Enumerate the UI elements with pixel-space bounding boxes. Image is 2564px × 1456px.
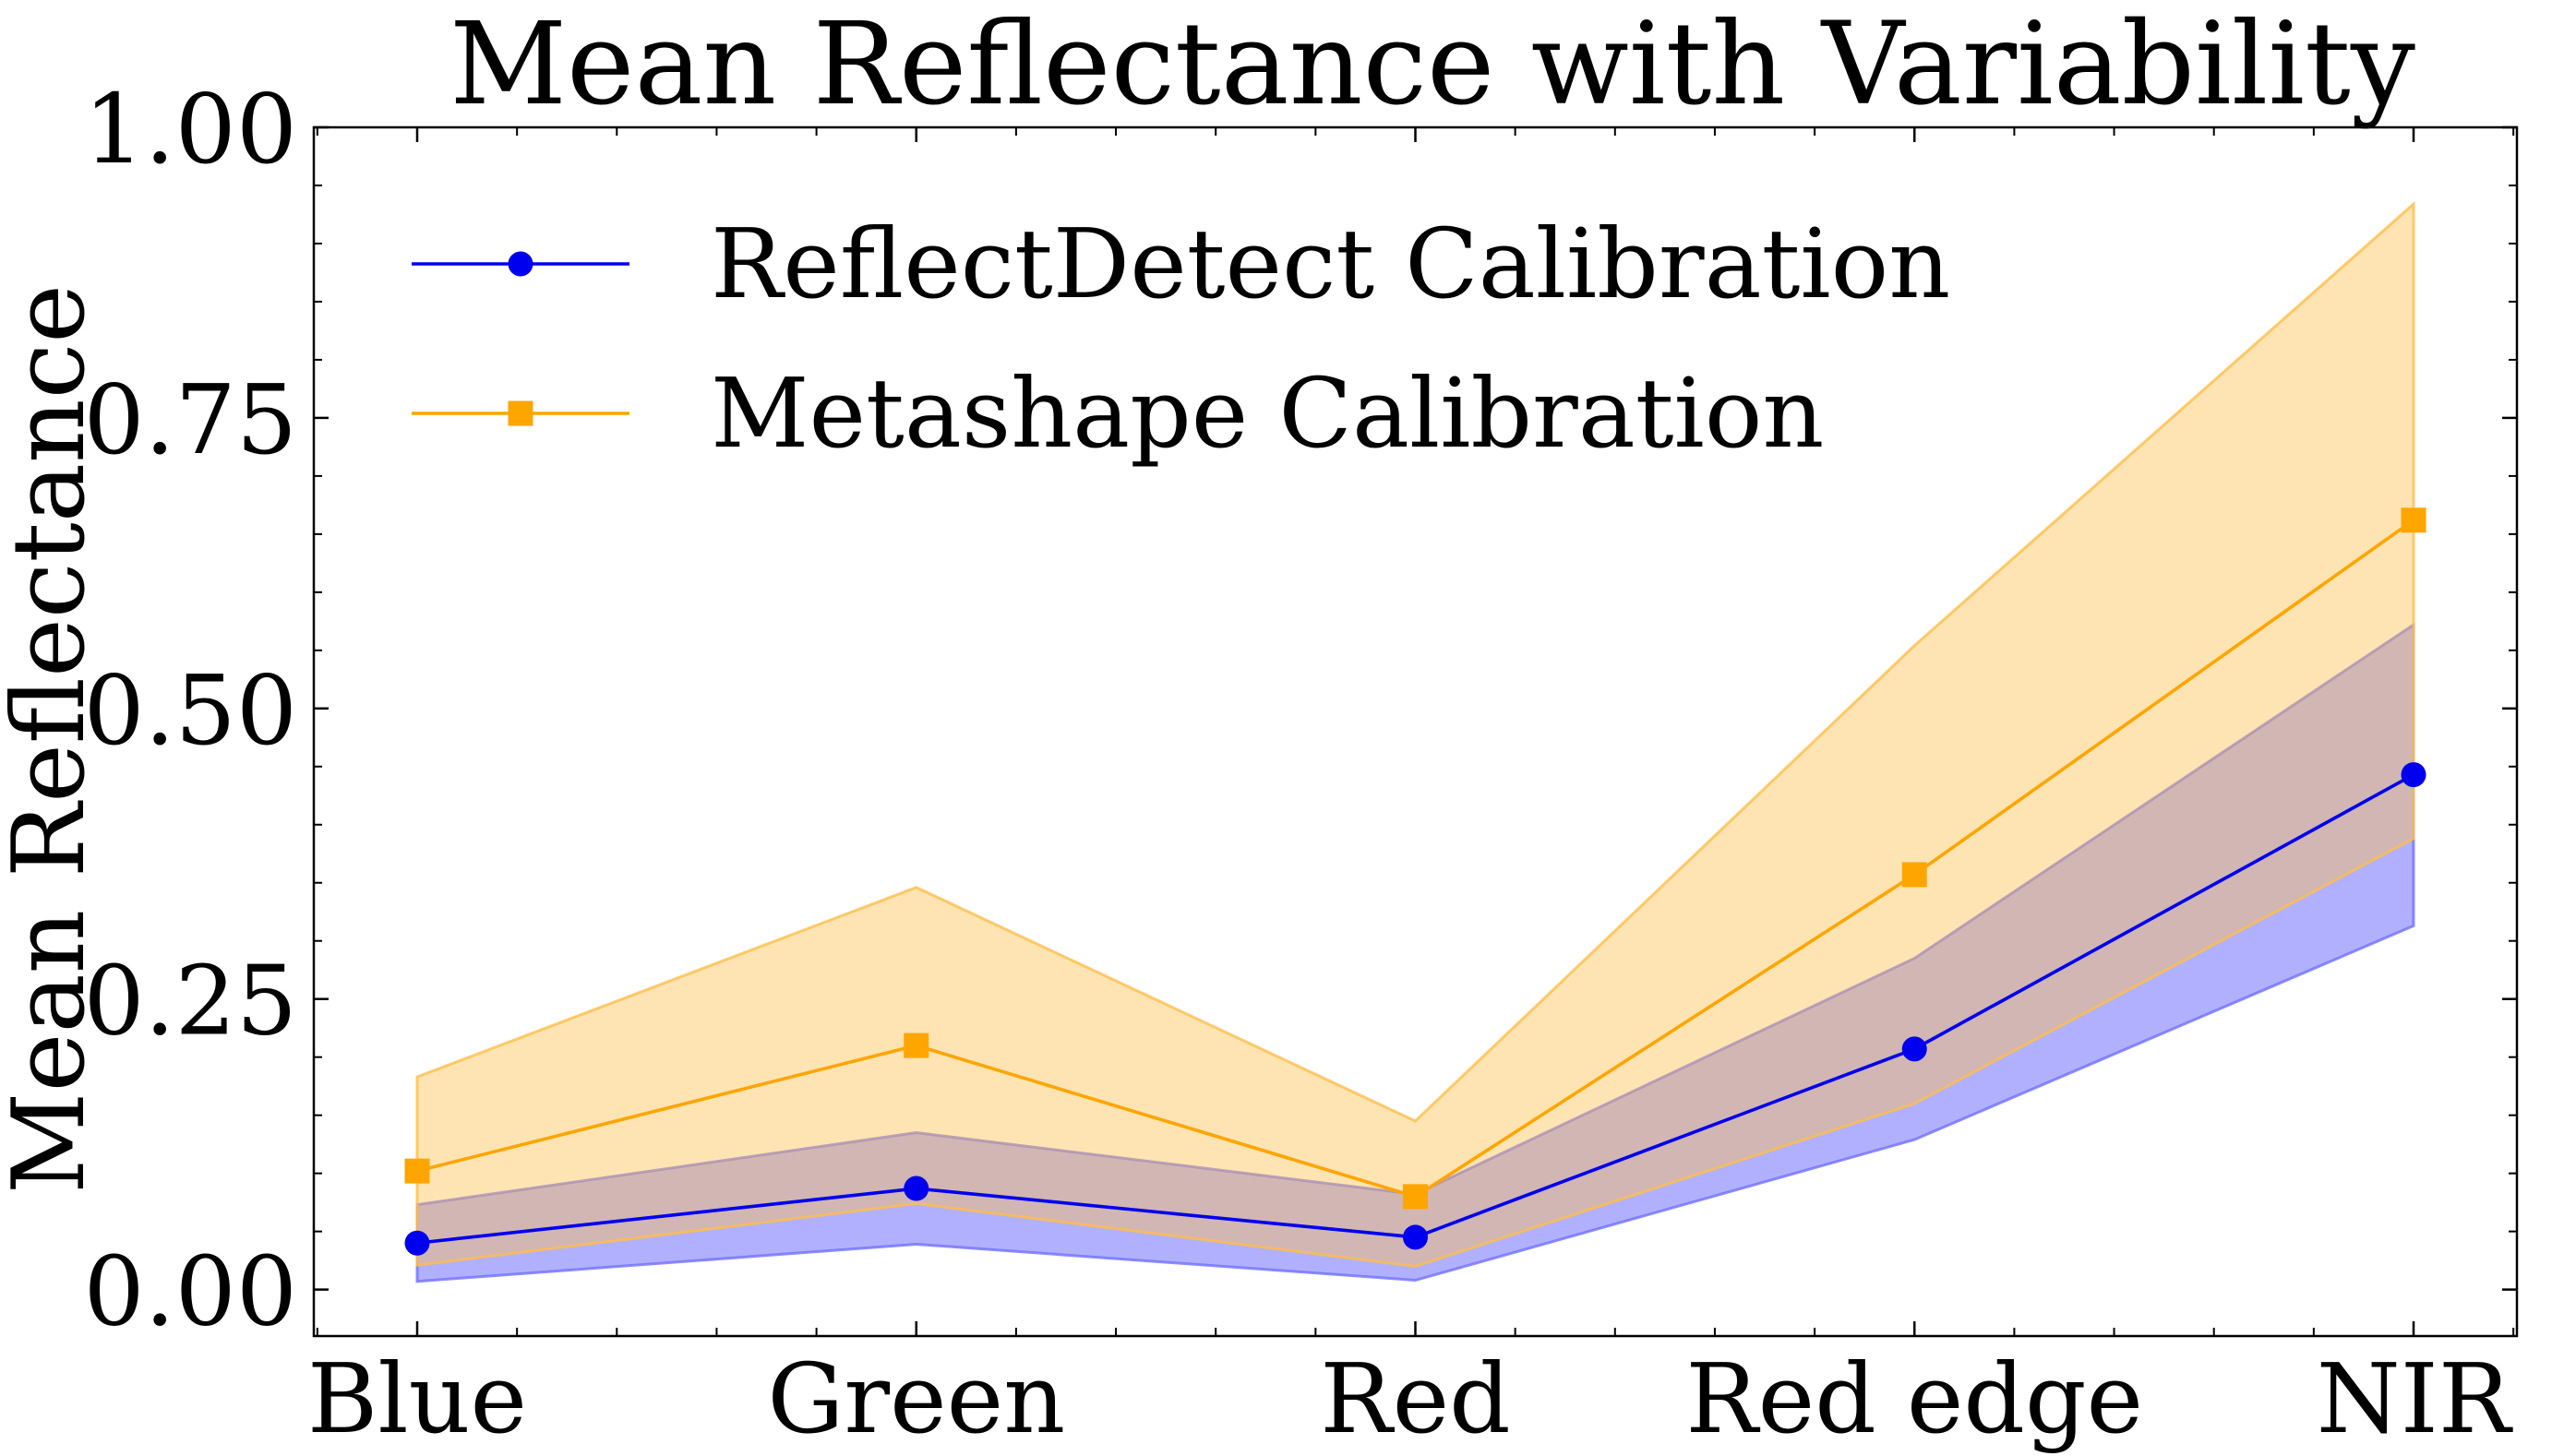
series-1-point-3 — [1901, 862, 1927, 888]
series-0-point-3 — [1901, 1036, 1927, 1062]
x-tick-label-3: Red edge — [1685, 1343, 2143, 1455]
plot-area: 0.00 0.25 0.50 0.75 1.00 Blue Green Red Red edge… — [83, 73, 2519, 1455]
x-tick-label-4: NIR — [2317, 1343, 2513, 1455]
series-0-point-0 — [404, 1230, 430, 1256]
y-tick-label: 0.75 — [83, 364, 297, 476]
legend-marker-0 — [508, 251, 533, 277]
y-axis-label: Mean Reflectance — [0, 284, 107, 1194]
series-1-point-4 — [2401, 507, 2426, 533]
series-0-point-4 — [2401, 762, 2426, 788]
y-tick-label: 0.50 — [83, 654, 297, 767]
series-1-point-2 — [1403, 1184, 1428, 1210]
series-1-variability-band — [415, 200, 2415, 1268]
legend-label-0: ReflectDetect Calibration — [711, 208, 1950, 320]
x-tick-label-0: Blue — [307, 1343, 527, 1455]
series-0-point-1 — [904, 1176, 929, 1201]
x-tick-label-1: Green — [767, 1343, 1065, 1455]
y-tick-label: 1.00 — [83, 73, 297, 185]
chart-title: Mean Reflectance with Variability — [449, 0, 2415, 131]
y-tick-label: 0.25 — [83, 945, 297, 1057]
series-0-point-2 — [1403, 1224, 1428, 1250]
legend-marker-1 — [508, 400, 533, 426]
series-1-point-1 — [904, 1032, 929, 1058]
legend-label-1: Metashape Calibration — [711, 357, 1824, 470]
x-tick-label-2: Red — [1320, 1343, 1510, 1455]
series-1-point-0 — [404, 1158, 430, 1184]
y-tick-label: 0.00 — [83, 1235, 297, 1348]
series-0-variability-band — [415, 622, 2415, 1283]
